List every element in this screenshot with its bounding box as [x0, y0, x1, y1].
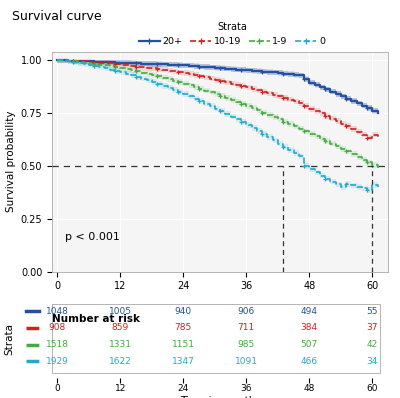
X-axis label: Time in months: Time in months [180, 294, 260, 304]
Text: 55: 55 [366, 307, 378, 316]
Text: 37: 37 [366, 324, 378, 332]
Text: 1622: 1622 [109, 357, 132, 366]
Text: 1048: 1048 [46, 307, 69, 316]
Text: 494: 494 [301, 307, 318, 316]
Legend: 20+, 10-19, 1-9, 0: 20+, 10-19, 1-9, 0 [135, 19, 329, 50]
Text: 908: 908 [49, 324, 66, 332]
Text: 1151: 1151 [172, 340, 195, 349]
Text: 1929: 1929 [46, 357, 69, 366]
Text: 940: 940 [175, 307, 192, 316]
Text: Survival curve: Survival curve [12, 10, 102, 23]
Text: Strata: Strata [5, 324, 15, 355]
X-axis label: Time in months: Time in months [180, 396, 260, 398]
Text: 1331: 1331 [109, 340, 132, 349]
Text: 1005: 1005 [109, 307, 132, 316]
Text: 507: 507 [301, 340, 318, 349]
Text: 384: 384 [301, 324, 318, 332]
Text: Number at risk: Number at risk [52, 314, 140, 324]
Text: 42: 42 [367, 340, 378, 349]
Text: 34: 34 [366, 357, 378, 366]
Y-axis label: Survival probability: Survival probability [6, 111, 16, 213]
Text: 1091: 1091 [235, 357, 258, 366]
Text: 785: 785 [175, 324, 192, 332]
Text: 711: 711 [238, 324, 255, 332]
Text: 466: 466 [301, 357, 318, 366]
Text: p < 0.001: p < 0.001 [65, 232, 120, 242]
Text: 859: 859 [112, 324, 129, 332]
Text: 1347: 1347 [172, 357, 195, 366]
Text: 985: 985 [238, 340, 255, 349]
Bar [52, 304, 380, 373]
Text: 906: 906 [238, 307, 255, 316]
Text: 1518: 1518 [46, 340, 69, 349]
